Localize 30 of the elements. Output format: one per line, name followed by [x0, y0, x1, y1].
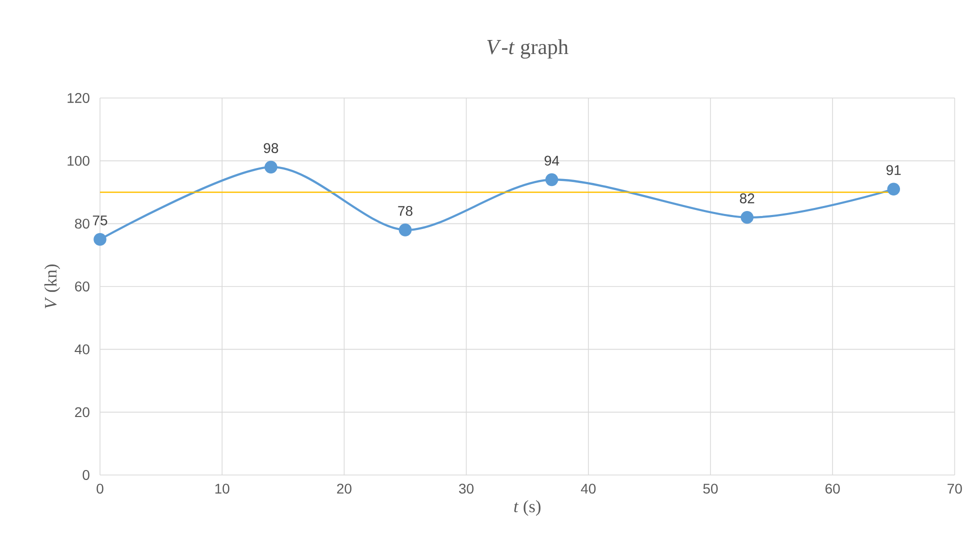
data-label: 75: [92, 216, 108, 226]
point: [264, 160, 278, 174]
point: [740, 210, 754, 224]
x-tick-label: 10: [215, 484, 230, 494]
y-tick-label: 20: [75, 407, 90, 418]
y-tick-label: 100: [68, 156, 90, 166]
x-axis-title: t (s): [514, 500, 540, 516]
data-label: 91: [886, 165, 901, 176]
y-tick-label: 60: [75, 282, 90, 292]
chart-title: V-t graph: [487, 39, 568, 59]
point: [887, 182, 900, 196]
y-tick-label: 40: [74, 344, 90, 354]
x-tick-label: 50: [703, 484, 718, 494]
x-tick-label: 40: [580, 484, 596, 494]
x-tick-label: 60: [826, 484, 840, 494]
data-label: 82: [740, 193, 754, 204]
data-label: 94: [544, 156, 560, 166]
y-tick-label: 80: [74, 218, 90, 229]
y-tick-label: 120: [68, 93, 90, 103]
data-label: 78: [398, 206, 412, 216]
x-tick-label: 70: [948, 484, 962, 494]
x-tick-label: 30: [459, 484, 474, 494]
x-tick-label: 20: [337, 484, 352, 494]
point: [94, 232, 106, 246]
y-axis-title: V (kn): [44, 264, 60, 308]
point: [545, 173, 558, 186]
y-tick-label: 0: [82, 470, 90, 480]
x-tick-label: 0: [96, 484, 104, 494]
point: [398, 224, 412, 236]
data-label: 98: [264, 143, 278, 154]
